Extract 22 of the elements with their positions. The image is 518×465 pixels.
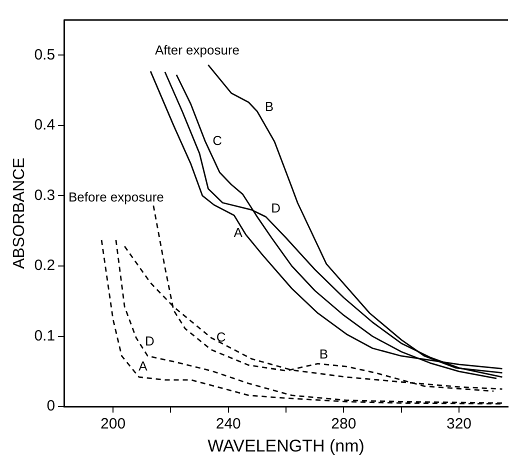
series-label: D: [144, 334, 154, 349]
x-axis-title: WAVELENGTH (nm): [208, 436, 364, 456]
annotation: After exposure: [154, 42, 240, 58]
series-label: B: [319, 346, 328, 362]
x-tick-label: 320: [446, 416, 472, 433]
x-tick-label: 240: [216, 416, 241, 433]
x-tick-label: 280: [331, 416, 356, 433]
y-tick-label: 0.5: [34, 46, 56, 64]
series-label: B: [264, 98, 274, 114]
y-tick-label: 0: [46, 398, 56, 415]
series-label: A: [138, 358, 148, 374]
series-label: A: [234, 224, 243, 240]
y-tick-label: 0.3: [34, 186, 56, 204]
y-tick-label: 0.4: [34, 116, 56, 134]
series-label: C: [212, 133, 222, 148]
series-label: C: [216, 329, 226, 344]
x-tick-label: 200: [100, 416, 126, 433]
y-axis-title: ABSORBANCE: [11, 158, 28, 269]
annotation: Before exposure: [68, 189, 164, 204]
series-label: D: [271, 200, 281, 216]
y-tick-label: 0.1: [34, 327, 56, 344]
y-tick-label: 0.2: [34, 257, 56, 274]
